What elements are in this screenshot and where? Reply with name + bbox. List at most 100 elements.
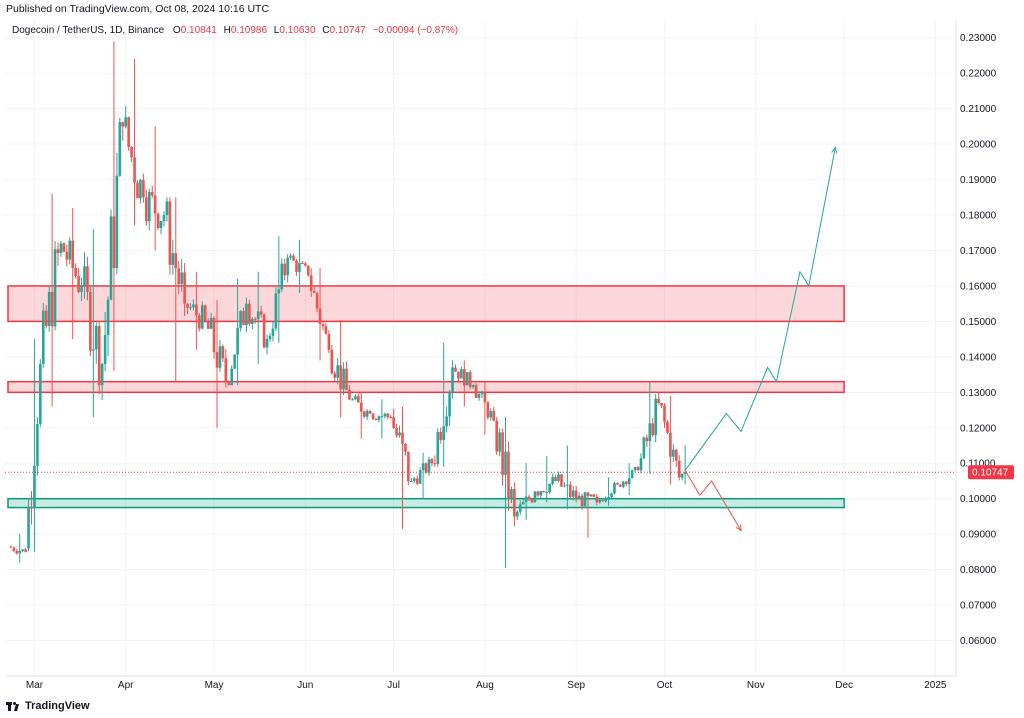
candle-body xyxy=(289,255,292,258)
candle-body xyxy=(442,426,445,440)
candle-body xyxy=(139,179,142,199)
candle-body xyxy=(265,339,269,348)
y-tick-label: 0.06000 xyxy=(960,636,997,647)
candle-body xyxy=(156,213,160,229)
candle-body xyxy=(33,465,36,509)
candle-body xyxy=(412,478,416,481)
candle-body xyxy=(392,417,395,428)
candle-body xyxy=(209,318,213,329)
candle-body xyxy=(477,394,481,398)
candle-body xyxy=(601,499,604,502)
candle-body xyxy=(174,253,178,269)
candle-body xyxy=(439,431,443,440)
candle-body xyxy=(336,365,340,378)
footer: TradingView xyxy=(6,700,90,712)
candle-body xyxy=(465,372,469,386)
candle-body xyxy=(374,418,378,420)
candle-body xyxy=(348,389,351,400)
published-caption: Published on TradingView.com, Oct 08, 20… xyxy=(6,3,270,15)
candle-body xyxy=(680,473,684,478)
candle-body xyxy=(109,216,113,300)
candle-body xyxy=(330,349,334,374)
candle-body xyxy=(112,216,116,269)
candle-body xyxy=(636,467,640,471)
candle-body xyxy=(401,432,404,444)
open-label: O xyxy=(173,25,181,36)
y-tick-label: 0.19000 xyxy=(960,175,997,186)
candle-body xyxy=(159,221,163,229)
candle-body xyxy=(345,368,348,390)
x-tick-label: Jun xyxy=(297,680,313,691)
x-tick-label: Aug xyxy=(476,680,494,691)
candle-body xyxy=(198,315,201,329)
candle-body xyxy=(224,358,228,382)
candle-body xyxy=(239,311,242,329)
candle-body xyxy=(318,308,322,325)
candle-body xyxy=(566,484,569,486)
candle-body xyxy=(136,182,139,199)
candle-body xyxy=(342,368,345,390)
candle-body xyxy=(598,499,602,503)
candle-body xyxy=(457,371,460,379)
candle-body xyxy=(551,477,554,484)
candle-body xyxy=(242,311,245,326)
candle-body xyxy=(183,272,186,304)
candle-body xyxy=(321,324,325,327)
candle-body xyxy=(569,484,572,497)
candle-body xyxy=(324,326,328,334)
candle-body xyxy=(44,310,48,327)
candle-body xyxy=(463,369,466,386)
y-tick-label: 0.14000 xyxy=(960,352,997,363)
candle-body xyxy=(259,311,263,315)
candle-body xyxy=(460,369,463,379)
high-value: 0.10986 xyxy=(231,25,268,36)
low-value: 0.10630 xyxy=(279,25,316,36)
candle-body xyxy=(645,437,649,442)
candle-body xyxy=(651,423,655,436)
y-tick-label: 0.10000 xyxy=(960,494,997,505)
low-label: L xyxy=(274,25,280,36)
candle-body xyxy=(221,346,225,359)
candle-body xyxy=(507,451,510,499)
candle-body xyxy=(315,292,319,309)
candle-body xyxy=(498,432,501,452)
candle-body xyxy=(536,491,540,496)
candle-body xyxy=(15,550,19,554)
candle-body xyxy=(616,483,619,485)
candle-body xyxy=(195,304,198,316)
candle-body xyxy=(577,495,581,499)
last-price-tag-bg xyxy=(968,465,1014,480)
candle-body xyxy=(130,146,133,158)
candle-body xyxy=(607,497,610,499)
candle-body xyxy=(83,266,86,286)
zone-support xyxy=(7,497,845,509)
high-label: H xyxy=(224,25,231,36)
candle-body xyxy=(127,117,130,147)
candle-body xyxy=(62,243,66,252)
candle-body xyxy=(586,492,590,497)
price-axis: 0.06000 0.07000 0.08000 0.09000 0.10000 0.110… xyxy=(960,33,997,647)
candle-body xyxy=(448,392,451,417)
close-label: C xyxy=(322,25,329,36)
candle-body xyxy=(389,417,392,419)
candle-body xyxy=(9,546,13,548)
candle-body xyxy=(648,423,652,442)
x-tick-label: Oct xyxy=(657,680,673,691)
candle-body xyxy=(354,396,357,400)
candle-body xyxy=(666,421,669,433)
candle-body xyxy=(245,303,248,326)
x-tick-label: Dec xyxy=(835,680,853,691)
legend-line: Dogecoin / TetherUS, 1D, Binance O0.1084… xyxy=(12,25,458,36)
candle-body xyxy=(327,333,331,350)
candle-body xyxy=(527,496,531,500)
time-axis: Mar Apr May Jun Jul Aug Sep Oct Nov Dec 2025 xyxy=(26,680,947,691)
candle-body xyxy=(256,311,260,320)
candle-body xyxy=(227,381,231,386)
candle-body xyxy=(339,365,342,390)
y-tick-label: 0.15000 xyxy=(960,317,997,328)
y-tick-label: 0.07000 xyxy=(960,601,997,612)
candle-body xyxy=(395,427,398,436)
candle-body xyxy=(21,549,24,552)
candle-body xyxy=(74,267,77,277)
